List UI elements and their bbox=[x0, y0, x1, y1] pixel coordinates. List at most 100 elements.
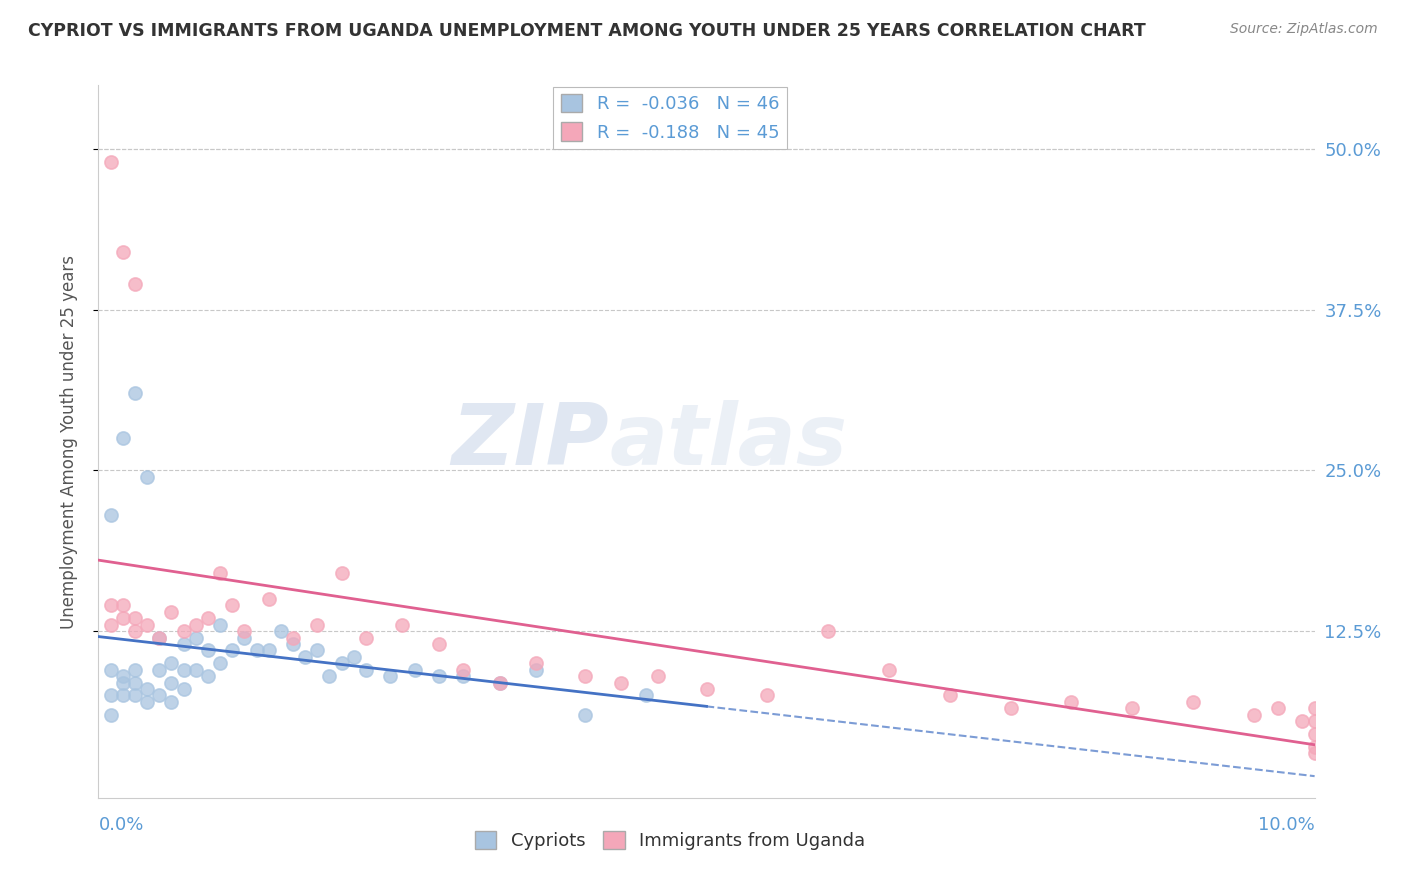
Point bbox=[148, 631, 170, 645]
Point bbox=[136, 695, 159, 709]
Point bbox=[404, 663, 426, 677]
Point bbox=[1267, 701, 1289, 715]
Point bbox=[1182, 695, 1205, 709]
Point bbox=[136, 617, 159, 632]
Point bbox=[354, 631, 377, 645]
Point bbox=[1121, 701, 1143, 715]
Point bbox=[817, 624, 839, 639]
Point bbox=[124, 386, 146, 401]
Point bbox=[148, 631, 170, 645]
Point bbox=[124, 624, 146, 639]
Text: CYPRIOT VS IMMIGRANTS FROM UGANDA UNEMPLOYMENT AMONG YOUTH UNDER 25 YEARS CORREL: CYPRIOT VS IMMIGRANTS FROM UGANDA UNEMPL… bbox=[28, 22, 1146, 40]
Point bbox=[1303, 701, 1326, 715]
Point bbox=[111, 611, 134, 625]
Point bbox=[209, 657, 232, 671]
Point bbox=[307, 617, 329, 632]
Point bbox=[307, 643, 329, 657]
Point bbox=[696, 681, 718, 696]
Point bbox=[124, 675, 146, 690]
Point bbox=[124, 663, 146, 677]
Point bbox=[270, 624, 292, 639]
Point bbox=[453, 669, 475, 683]
Point bbox=[610, 675, 633, 690]
Point bbox=[634, 689, 657, 703]
Point bbox=[221, 599, 243, 613]
Point bbox=[197, 643, 219, 657]
Point bbox=[148, 689, 170, 703]
Point bbox=[233, 631, 256, 645]
Point bbox=[1291, 714, 1313, 729]
Point bbox=[257, 643, 280, 657]
Point bbox=[574, 707, 596, 722]
Text: ZIP: ZIP bbox=[451, 400, 609, 483]
Point bbox=[160, 605, 183, 619]
Point bbox=[281, 631, 304, 645]
Point bbox=[343, 649, 366, 664]
Point bbox=[111, 675, 134, 690]
Point bbox=[100, 508, 122, 523]
Point bbox=[184, 631, 207, 645]
Text: 0.0%: 0.0% bbox=[98, 816, 143, 834]
Point bbox=[209, 566, 232, 581]
Point bbox=[877, 663, 900, 677]
Point bbox=[160, 675, 183, 690]
Point bbox=[184, 617, 207, 632]
Point bbox=[100, 663, 122, 677]
Point bbox=[281, 637, 304, 651]
Point bbox=[330, 657, 353, 671]
Point bbox=[111, 244, 134, 259]
Point bbox=[756, 689, 779, 703]
Point bbox=[197, 669, 219, 683]
Point bbox=[124, 689, 146, 703]
Point bbox=[173, 681, 195, 696]
Point bbox=[136, 470, 159, 484]
Point bbox=[124, 611, 146, 625]
Point bbox=[1303, 727, 1326, 741]
Point bbox=[1000, 701, 1022, 715]
Point bbox=[939, 689, 962, 703]
Point bbox=[173, 624, 195, 639]
Point bbox=[1060, 695, 1083, 709]
Point bbox=[524, 663, 547, 677]
Point bbox=[354, 663, 377, 677]
Text: 10.0%: 10.0% bbox=[1258, 816, 1315, 834]
Point bbox=[136, 681, 159, 696]
Point bbox=[221, 643, 243, 657]
Point bbox=[233, 624, 256, 639]
Point bbox=[100, 689, 122, 703]
Point bbox=[427, 637, 450, 651]
Point bbox=[1303, 747, 1326, 761]
Point bbox=[427, 669, 450, 683]
Point bbox=[453, 663, 475, 677]
Y-axis label: Unemployment Among Youth under 25 years: Unemployment Among Youth under 25 years bbox=[59, 254, 77, 629]
Point bbox=[294, 649, 316, 664]
Point bbox=[391, 617, 413, 632]
Point bbox=[330, 566, 353, 581]
Point bbox=[111, 599, 134, 613]
Point bbox=[160, 695, 183, 709]
Point bbox=[100, 154, 122, 169]
Point bbox=[160, 657, 183, 671]
Point bbox=[1303, 714, 1326, 729]
Point bbox=[173, 637, 195, 651]
Point bbox=[524, 657, 547, 671]
Point bbox=[380, 669, 402, 683]
Point bbox=[318, 669, 340, 683]
Point bbox=[197, 611, 219, 625]
Point bbox=[574, 669, 596, 683]
Point bbox=[100, 617, 122, 632]
Point bbox=[1243, 707, 1265, 722]
Point bbox=[184, 663, 207, 677]
Point bbox=[173, 663, 195, 677]
Point bbox=[647, 669, 669, 683]
Point bbox=[100, 707, 122, 722]
Point bbox=[245, 643, 267, 657]
Point bbox=[257, 592, 280, 607]
Point bbox=[148, 663, 170, 677]
Legend: Cypriots, Immigrants from Uganda: Cypriots, Immigrants from Uganda bbox=[467, 823, 873, 857]
Point bbox=[124, 277, 146, 291]
Point bbox=[488, 675, 510, 690]
Point bbox=[1303, 739, 1326, 754]
Text: atlas: atlas bbox=[609, 400, 848, 483]
Point bbox=[111, 431, 134, 445]
